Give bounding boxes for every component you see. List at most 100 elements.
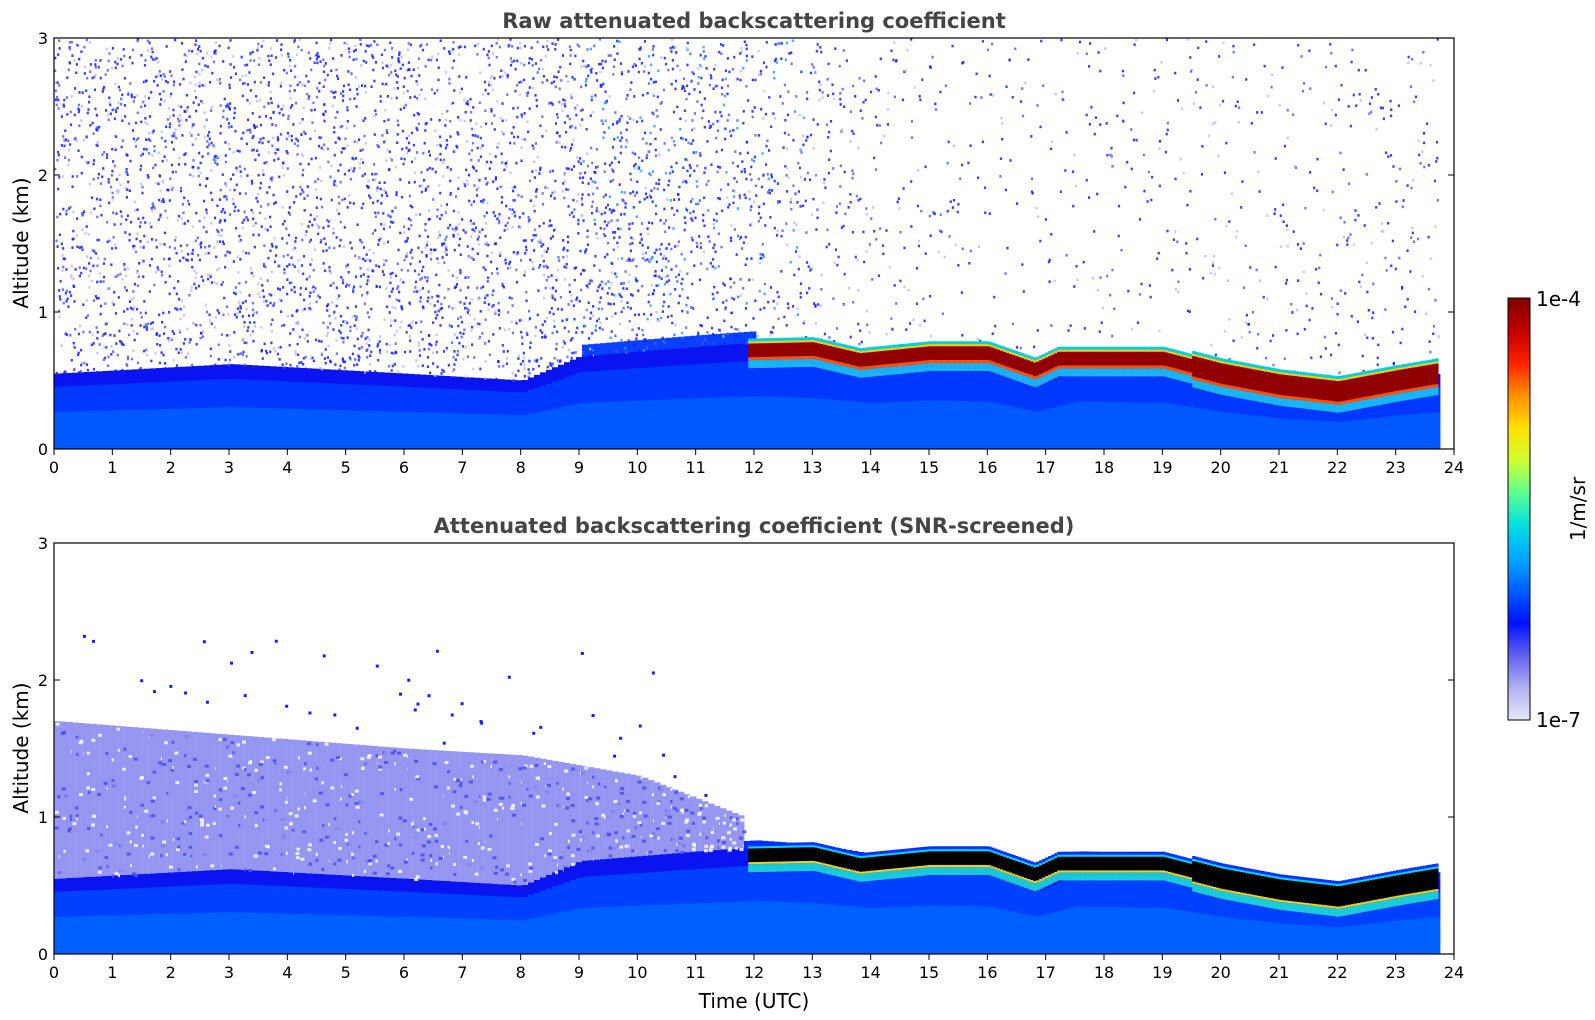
noise-cell (234, 129, 237, 133)
aerosol-cell (540, 410, 547, 425)
aerosol-cell (774, 361, 781, 380)
aerosol-cell (234, 378, 241, 394)
noise-cell (418, 234, 421, 238)
noise-cell (373, 79, 376, 83)
noise-cell (61, 288, 65, 291)
noise-cell (484, 360, 487, 363)
noise-cell (323, 103, 326, 106)
noise-cell (558, 87, 561, 91)
noise-cell (257, 292, 260, 295)
noise-cell (258, 115, 261, 119)
noise-cell (96, 336, 99, 340)
noise-cell (816, 43, 819, 46)
aerosol-cell (474, 401, 481, 414)
noise-cell (604, 206, 608, 209)
aerosol-cell (654, 338, 661, 351)
aerosol-cell (486, 437, 493, 449)
noise-cell (620, 71, 623, 74)
noise-cell (629, 117, 632, 120)
noise-cell (136, 361, 140, 365)
noise-cell (538, 240, 541, 244)
noise-cell (567, 303, 570, 306)
noise-cell (65, 96, 69, 99)
noise-cell (604, 234, 607, 238)
noise-cell (459, 331, 462, 335)
aerosol-cell (144, 395, 151, 410)
noise-cell (814, 304, 817, 307)
noise-cell (354, 254, 357, 258)
noise-cell (724, 69, 728, 73)
noise-cell (427, 185, 430, 188)
noise-cell (295, 137, 298, 141)
noise-cell (130, 324, 133, 327)
noise-cell (677, 193, 680, 196)
aerosol-cell (150, 381, 157, 396)
noise-cell (565, 262, 568, 266)
noise-cell (492, 304, 495, 307)
noise-cell (560, 145, 564, 149)
noise-cell (295, 195, 298, 198)
noise-cell (556, 131, 559, 135)
noise-cell (102, 87, 105, 91)
noise-cell (167, 107, 170, 110)
noise-cell (480, 286, 483, 290)
noise-cell (655, 109, 658, 112)
noise-cell (708, 240, 711, 243)
aerosol-cell (390, 423, 397, 437)
noise-cell (111, 147, 114, 151)
noise-cell (186, 259, 189, 262)
noise-cell (643, 197, 646, 201)
noise-cell (209, 319, 212, 322)
noise-cell (730, 224, 733, 227)
aerosol-cell (138, 409, 145, 423)
aerosol-cell (624, 400, 631, 418)
noise-cell (302, 130, 306, 134)
aerosol-cell (78, 436, 85, 449)
noise-cell (309, 291, 312, 295)
noise-cell (280, 43, 283, 46)
noise-cell (368, 338, 371, 342)
noise-cell (208, 137, 211, 141)
noise-cell (809, 71, 813, 75)
noise-cell (607, 302, 610, 305)
noise-cell (712, 246, 715, 250)
noise-cell (649, 131, 652, 135)
noise-cell (150, 238, 154, 241)
noise-cell (303, 337, 306, 340)
noise-cell (620, 282, 623, 285)
noise-cell (283, 366, 286, 369)
noise-cell (642, 312, 646, 316)
aerosol-cell (468, 401, 475, 414)
noise-cell (519, 47, 522, 50)
noise-cell (429, 251, 433, 255)
noise-cell (385, 287, 388, 290)
aerosol-cell (114, 409, 121, 424)
noise-cell (686, 311, 689, 314)
noise-cell (374, 370, 377, 373)
noise-cell (224, 116, 228, 120)
noise-cell (408, 301, 411, 305)
noise-cell (290, 134, 293, 138)
noise-cell (190, 126, 194, 129)
aerosol-cell (588, 433, 595, 449)
noise-cell (123, 322, 126, 326)
aerosol-cell (54, 386, 61, 400)
noise-cell (567, 205, 570, 208)
noise-cell (685, 97, 688, 101)
noise-cell (799, 205, 802, 208)
aerosol-cell (180, 380, 187, 395)
noise-cell (713, 243, 716, 247)
noise-cell (613, 137, 616, 141)
noise-cell (180, 42, 184, 45)
noise-cell (342, 245, 345, 248)
noise-cell (448, 82, 451, 85)
noise-cell (777, 295, 780, 299)
noise-cell (430, 58, 433, 62)
noise-cell (388, 343, 391, 347)
noise-cell (235, 183, 238, 187)
noise-cell (277, 157, 280, 161)
noise-cell (436, 208, 439, 212)
noise-cell (83, 361, 86, 365)
noise-cell (207, 273, 210, 277)
noise-cell (659, 102, 662, 105)
